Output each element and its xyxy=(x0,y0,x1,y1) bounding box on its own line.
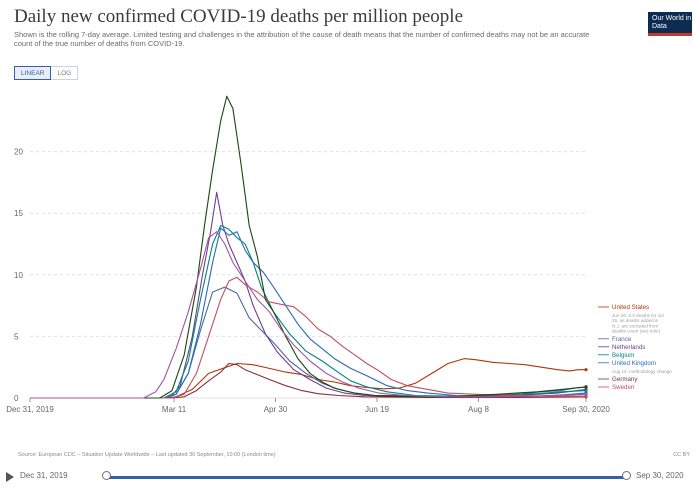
log-scale-button[interactable]: LOG xyxy=(51,66,79,80)
series-end-point xyxy=(584,385,588,389)
chart-subtitle: Shown is the rolling 7-day average. Limi… xyxy=(14,30,590,48)
logo-text: Our World in Data xyxy=(652,15,692,30)
series-line-united-states xyxy=(30,358,586,399)
series-line-sweden xyxy=(30,276,586,399)
legend-note: Jun 26: 2.3 deaths for Jul 25, as deaths … xyxy=(612,313,664,334)
series-line-united-kingdom xyxy=(30,227,587,399)
line-chart[interactable]: 0 5 10 15 20 Dec 31, 2019 Mar 11 Apr 30 Jun 19 Au… xyxy=(0,0,694,450)
linear-scale-button[interactable]: LINEAR xyxy=(14,66,52,80)
timeline-slider[interactable]: Dec 31, 2019 Sep 30, 2020 xyxy=(4,468,692,486)
timeline-end-handle[interactable] xyxy=(622,471,631,480)
legend-label: Sweden xyxy=(612,384,635,391)
series-line-france xyxy=(30,286,587,399)
legend-label: Germany xyxy=(612,376,638,383)
y-tick-label: 5 xyxy=(14,332,19,341)
legend-label: United States xyxy=(612,304,649,311)
legend-note: Aug 14: methodology change xyxy=(612,369,672,374)
series-line-spain xyxy=(30,95,587,399)
series-line-italy xyxy=(30,231,587,399)
owid-logo[interactable]: Our World in Data xyxy=(648,12,692,36)
x-tick-label: Apr 30 xyxy=(264,405,288,414)
y-tick-label: 15 xyxy=(14,209,23,218)
series-end-point xyxy=(584,392,588,396)
x-tick-label: Mar 11 xyxy=(162,405,187,414)
series-end-point xyxy=(584,368,588,372)
timeline-end-label: Sep 30, 2020 xyxy=(636,471,684,480)
x-tick-label: Sep 30, 2020 xyxy=(562,405,610,414)
timeline-track[interactable] xyxy=(108,476,626,479)
legend-label: Netherlands xyxy=(612,344,645,351)
y-tick-label: 10 xyxy=(14,271,23,280)
legend-label: Belgium xyxy=(612,352,634,359)
x-tick-label: Jun 19 xyxy=(365,405,390,414)
y-tick-label: 20 xyxy=(14,148,23,157)
source-note[interactable]: Source: European CDC – Situation Update … xyxy=(18,452,276,458)
legend-label: France xyxy=(612,336,632,343)
scale-toggle: LINEAR LOG xyxy=(14,66,79,80)
timeline-start-label: Dec 31, 2019 xyxy=(20,471,68,480)
x-tick-label: Aug 8 xyxy=(468,405,489,414)
series-line-germany xyxy=(30,362,587,399)
play-icon[interactable] xyxy=(6,472,14,482)
series-line-belgium xyxy=(30,224,587,399)
logo-accent-bar xyxy=(648,33,692,36)
series-end-point xyxy=(584,389,588,393)
x-tick-label: Dec 31, 2019 xyxy=(6,405,54,414)
chart-title: Daily new confirmed COVID-19 deaths per … xyxy=(14,6,464,27)
y-tick-label: 0 xyxy=(14,394,19,403)
timeline-start-handle[interactable] xyxy=(102,471,111,480)
license-label[interactable]: CC BY xyxy=(673,452,690,458)
series-line-netherlands xyxy=(30,191,587,399)
legend-label: United Kingdom xyxy=(612,360,656,367)
